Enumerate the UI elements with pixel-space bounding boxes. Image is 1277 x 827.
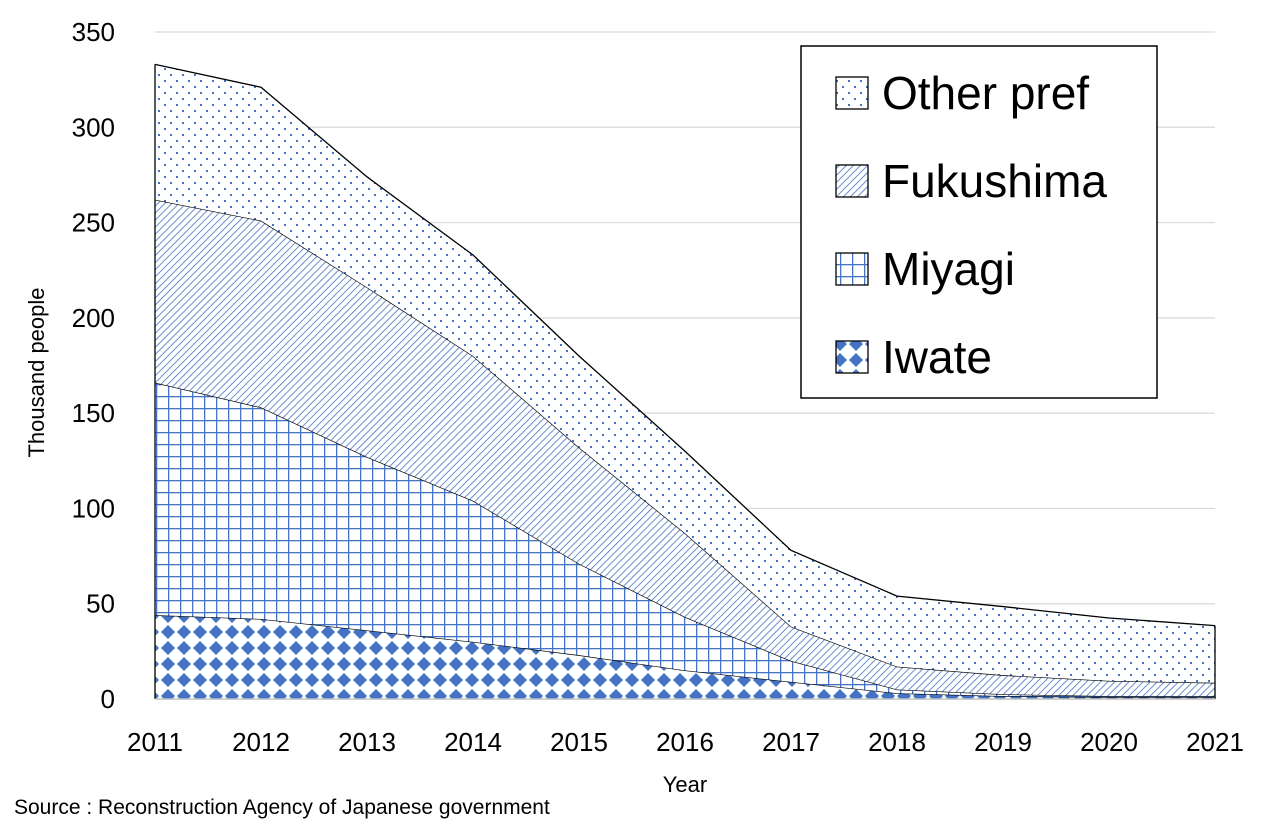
legend-label-other-pref: Other pref bbox=[882, 67, 1089, 119]
x-tick-label: 2015 bbox=[550, 727, 608, 757]
legend-label-iwate: Iwate bbox=[882, 331, 992, 383]
area-other-pref bbox=[155, 64, 1215, 683]
legend-swatch-fukushima bbox=[835, 164, 869, 198]
x-tick-label: 2013 bbox=[338, 727, 396, 757]
x-tick-label: 2019 bbox=[974, 727, 1032, 757]
x-tick-label: 2014 bbox=[444, 727, 502, 757]
source-note: Source : Reconstruction Agency of Japane… bbox=[14, 796, 550, 819]
legend-label-miyagi: Miyagi bbox=[882, 243, 1015, 295]
area-miyagi bbox=[155, 382, 1215, 698]
y-tick-label: 350 bbox=[72, 17, 115, 47]
x-tick-label: 2016 bbox=[656, 727, 714, 757]
x-tick-label: 2011 bbox=[127, 727, 183, 757]
axes: 0 50 100 150 200 250 300 350 2011 2012 2013 2014 201… bbox=[72, 17, 1244, 757]
x-tick-label: 2017 bbox=[762, 727, 820, 757]
y-tick-label: 50 bbox=[86, 589, 115, 619]
area-edge-other-pref bbox=[154, 63, 1216, 627]
legend: Other pref Fukushima Miyagi Iwate bbox=[800, 45, 1158, 399]
y-tick-label: 100 bbox=[72, 493, 115, 523]
x-tick-label: 2020 bbox=[1080, 727, 1138, 757]
y-tick-label: 200 bbox=[72, 303, 115, 333]
x-axis-title: Year bbox=[663, 772, 707, 797]
y-tick-label: 150 bbox=[72, 398, 115, 428]
legend-label-fukushima: Fukushima bbox=[882, 155, 1107, 207]
y-tick-label: 250 bbox=[72, 208, 115, 238]
legend-swatch-miyagi bbox=[835, 252, 869, 286]
y-tick-label: 300 bbox=[72, 112, 115, 142]
area-fukushima bbox=[155, 199, 1215, 697]
area-series bbox=[154, 63, 1216, 699]
x-tick-label: 2021 bbox=[1186, 727, 1244, 757]
legend-swatch-other-pref bbox=[835, 76, 869, 110]
y-tick-label: 0 bbox=[101, 684, 115, 714]
y-axis-title: Thousand people bbox=[24, 287, 49, 457]
x-tick-label: 2018 bbox=[868, 727, 926, 757]
legend-swatch-iwate bbox=[835, 340, 869, 374]
x-tick-label: 2012 bbox=[232, 727, 290, 757]
